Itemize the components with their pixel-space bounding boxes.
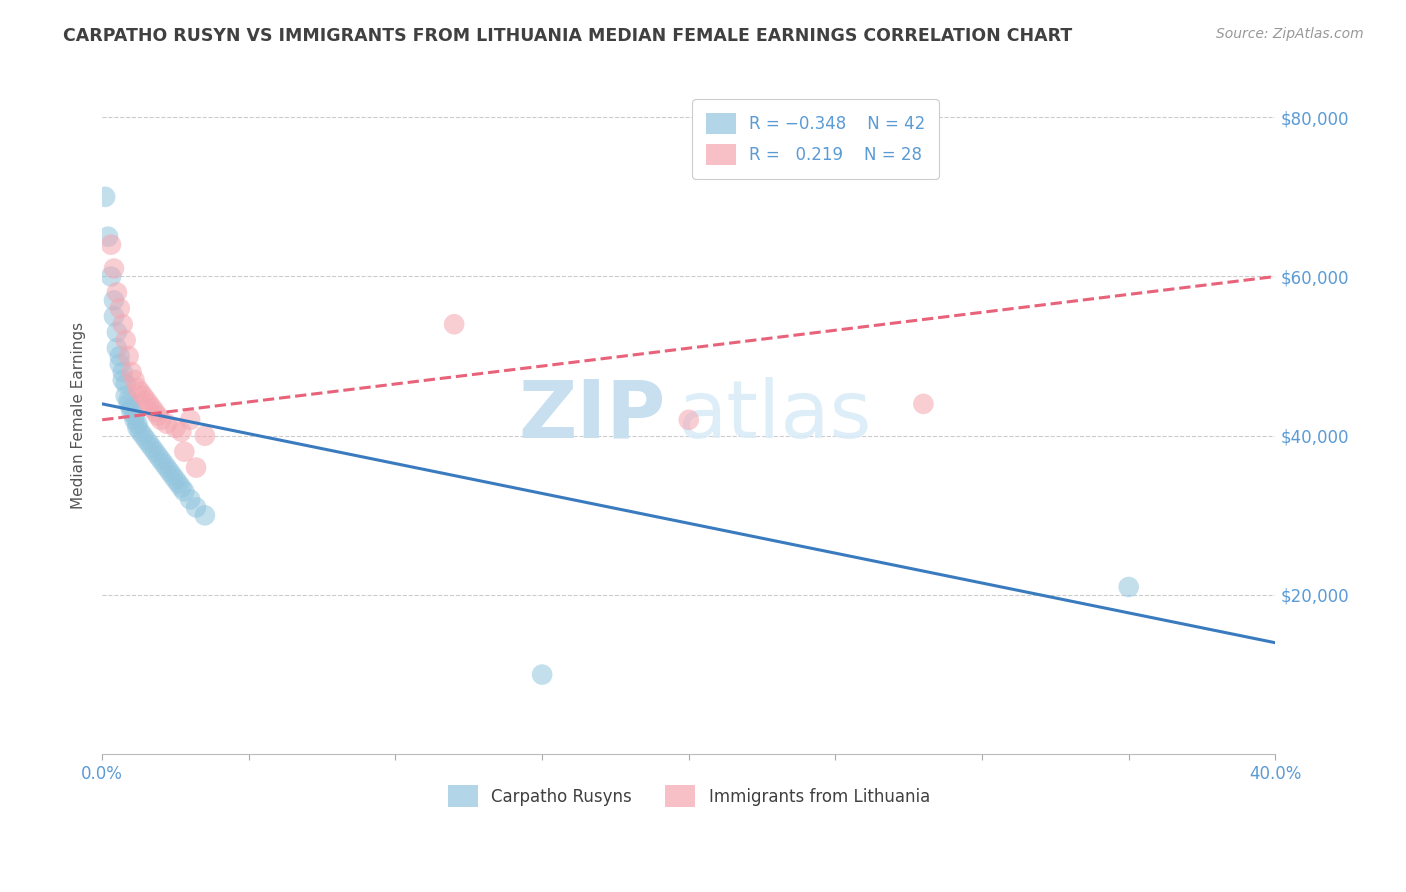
Point: [111, 318, 134, 332]
Point: [149, 452, 172, 467]
Point: [127, 381, 149, 395]
Point: [121, 401, 143, 415]
Point: [117, 392, 139, 407]
Point: [159, 465, 181, 479]
Point: [108, 357, 131, 371]
Point: [135, 392, 157, 407]
Point: [167, 476, 190, 491]
Point: [184, 500, 207, 515]
Point: [170, 481, 193, 495]
Point: [135, 433, 157, 447]
Point: [149, 413, 172, 427]
Point: [179, 492, 201, 507]
Point: [531, 667, 554, 681]
Point: [443, 318, 465, 332]
Point: [146, 449, 169, 463]
Point: [141, 401, 163, 415]
Point: [127, 417, 149, 431]
Legend: Carpatho Rusyns, Immigrants from Lithuania: Carpatho Rusyns, Immigrants from Lithuan…: [441, 779, 936, 814]
Point: [173, 484, 195, 499]
Point: [156, 460, 179, 475]
Point: [179, 413, 201, 427]
Point: [156, 417, 179, 431]
Point: [162, 468, 184, 483]
Point: [165, 421, 187, 435]
Point: [129, 425, 152, 439]
Point: [121, 405, 143, 419]
Text: CARPATHO RUSYN VS IMMIGRANTS FROM LITHUANIA MEDIAN FEMALE EARNINGS CORRELATION C: CARPATHO RUSYN VS IMMIGRANTS FROM LITHUA…: [63, 27, 1073, 45]
Point: [143, 405, 166, 419]
Point: [114, 376, 136, 391]
Point: [121, 365, 143, 379]
Point: [105, 341, 128, 355]
Point: [170, 425, 193, 439]
Point: [129, 384, 152, 399]
Point: [108, 301, 131, 316]
Point: [94, 190, 117, 204]
Point: [108, 349, 131, 363]
Point: [124, 409, 146, 423]
Point: [132, 428, 155, 442]
Text: Source: ZipAtlas.com: Source: ZipAtlas.com: [1216, 27, 1364, 41]
Point: [103, 310, 125, 324]
Point: [100, 269, 122, 284]
Point: [146, 409, 169, 423]
Point: [194, 428, 217, 442]
Point: [194, 508, 217, 523]
Point: [100, 237, 122, 252]
Y-axis label: Median Female Earnings: Median Female Earnings: [72, 322, 86, 509]
Point: [165, 473, 187, 487]
Point: [678, 413, 700, 427]
Point: [912, 397, 935, 411]
Point: [124, 413, 146, 427]
Text: atlas: atlas: [678, 376, 872, 455]
Text: ZIP: ZIP: [517, 376, 665, 455]
Point: [111, 365, 134, 379]
Point: [138, 436, 160, 450]
Point: [184, 460, 207, 475]
Point: [132, 389, 155, 403]
Point: [141, 441, 163, 455]
Point: [97, 229, 120, 244]
Point: [105, 325, 128, 339]
Point: [127, 421, 149, 435]
Point: [153, 457, 176, 471]
Point: [105, 285, 128, 300]
Point: [124, 373, 146, 387]
Point: [173, 444, 195, 458]
Point: [1118, 580, 1140, 594]
Point: [117, 397, 139, 411]
Point: [138, 397, 160, 411]
Point: [117, 349, 139, 363]
Point: [143, 444, 166, 458]
Point: [114, 333, 136, 347]
Point: [103, 261, 125, 276]
Point: [111, 373, 134, 387]
Point: [103, 293, 125, 308]
Point: [114, 389, 136, 403]
